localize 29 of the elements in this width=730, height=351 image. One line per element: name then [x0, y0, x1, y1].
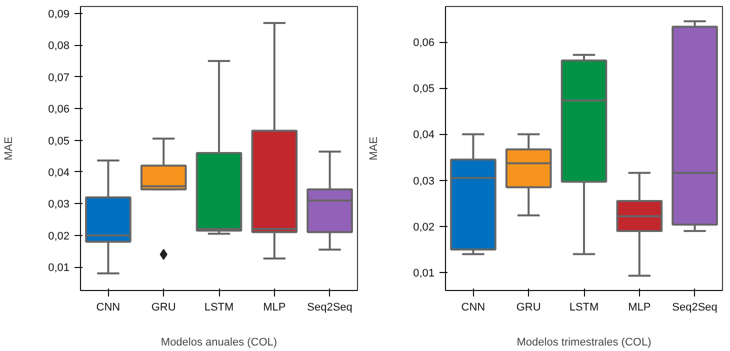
x-tick-label: CNN: [461, 302, 486, 314]
x-axis-title: Modelos anuales (COL): [160, 336, 278, 348]
x-tick-label: Seq2Seq: [307, 302, 352, 314]
y-axis-title: MAE: [3, 136, 16, 160]
x-axis-title: Modelos trimestrales (COL): [516, 336, 652, 348]
y-tick-label: 0,01: [413, 268, 435, 280]
y-tick-label: 0,09: [48, 8, 70, 20]
x-tick-label: GRU: [516, 302, 541, 314]
x-tick-label: Seq2Seq: [672, 302, 718, 314]
x-tick-label: CNN: [96, 302, 120, 314]
y-tick-label: 0,02: [413, 221, 435, 234]
x-tick-label: MLP: [628, 302, 651, 314]
y-tick-label: 0,07: [48, 72, 70, 84]
y-tick-label: 0,06: [413, 37, 435, 49]
y-tick-label: 0,05: [413, 83, 435, 96]
y-tick-label: 0,05: [48, 135, 70, 148]
x-tick-label: LSTM: [569, 302, 599, 314]
x-tick-label: GRU: [151, 302, 176, 314]
y-axis-title: MAE: [368, 136, 380, 160]
y-tick-label: 0,03: [48, 198, 70, 211]
x-tick-label: LSTM: [204, 302, 234, 314]
y-tick-label: 0,08: [48, 40, 70, 52]
y-tick-label: 0,02: [48, 230, 70, 242]
x-tick-label: MLP: [263, 302, 286, 314]
y-tick-label: 0,03: [413, 175, 435, 188]
y-tick-label: 0,01: [48, 262, 70, 274]
y-tick-label: 0,04: [413, 129, 435, 142]
y-tick-label: 0,04: [48, 166, 70, 179]
y-tick-label: 0,06: [48, 104, 70, 116]
